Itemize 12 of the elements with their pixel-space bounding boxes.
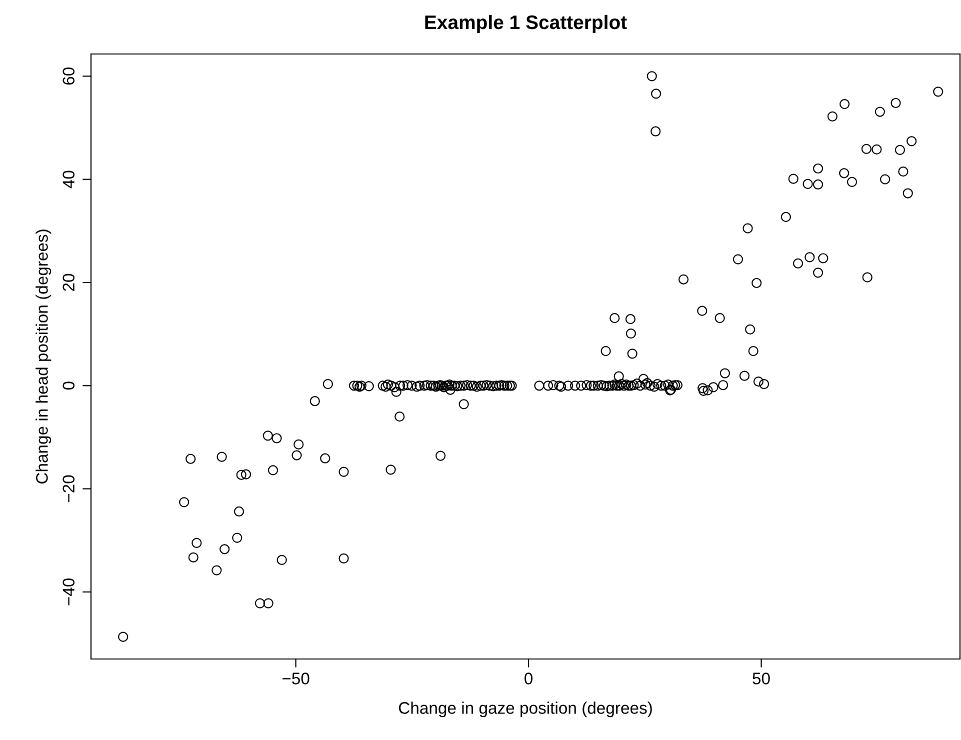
y-tick-label: 20 [62,274,75,291]
y-tick-label: 60 [62,68,75,85]
chart-title: Example 1 Scatterplot [425,14,627,34]
x-axis-title: Change in gaze position (degrees) [398,702,652,718]
x-tick-label: 50 [752,672,770,684]
y-tick-label: −20 [62,475,75,502]
x-tick-label: 0 [524,672,533,684]
y-axis-title: Change in head position (degrees) [36,230,52,484]
y-tick-label: 40 [62,170,75,188]
y-tick-label: −40 [62,578,75,606]
x-tick-label: −50 [282,672,310,684]
y-tick-label: 0 [62,382,75,390]
